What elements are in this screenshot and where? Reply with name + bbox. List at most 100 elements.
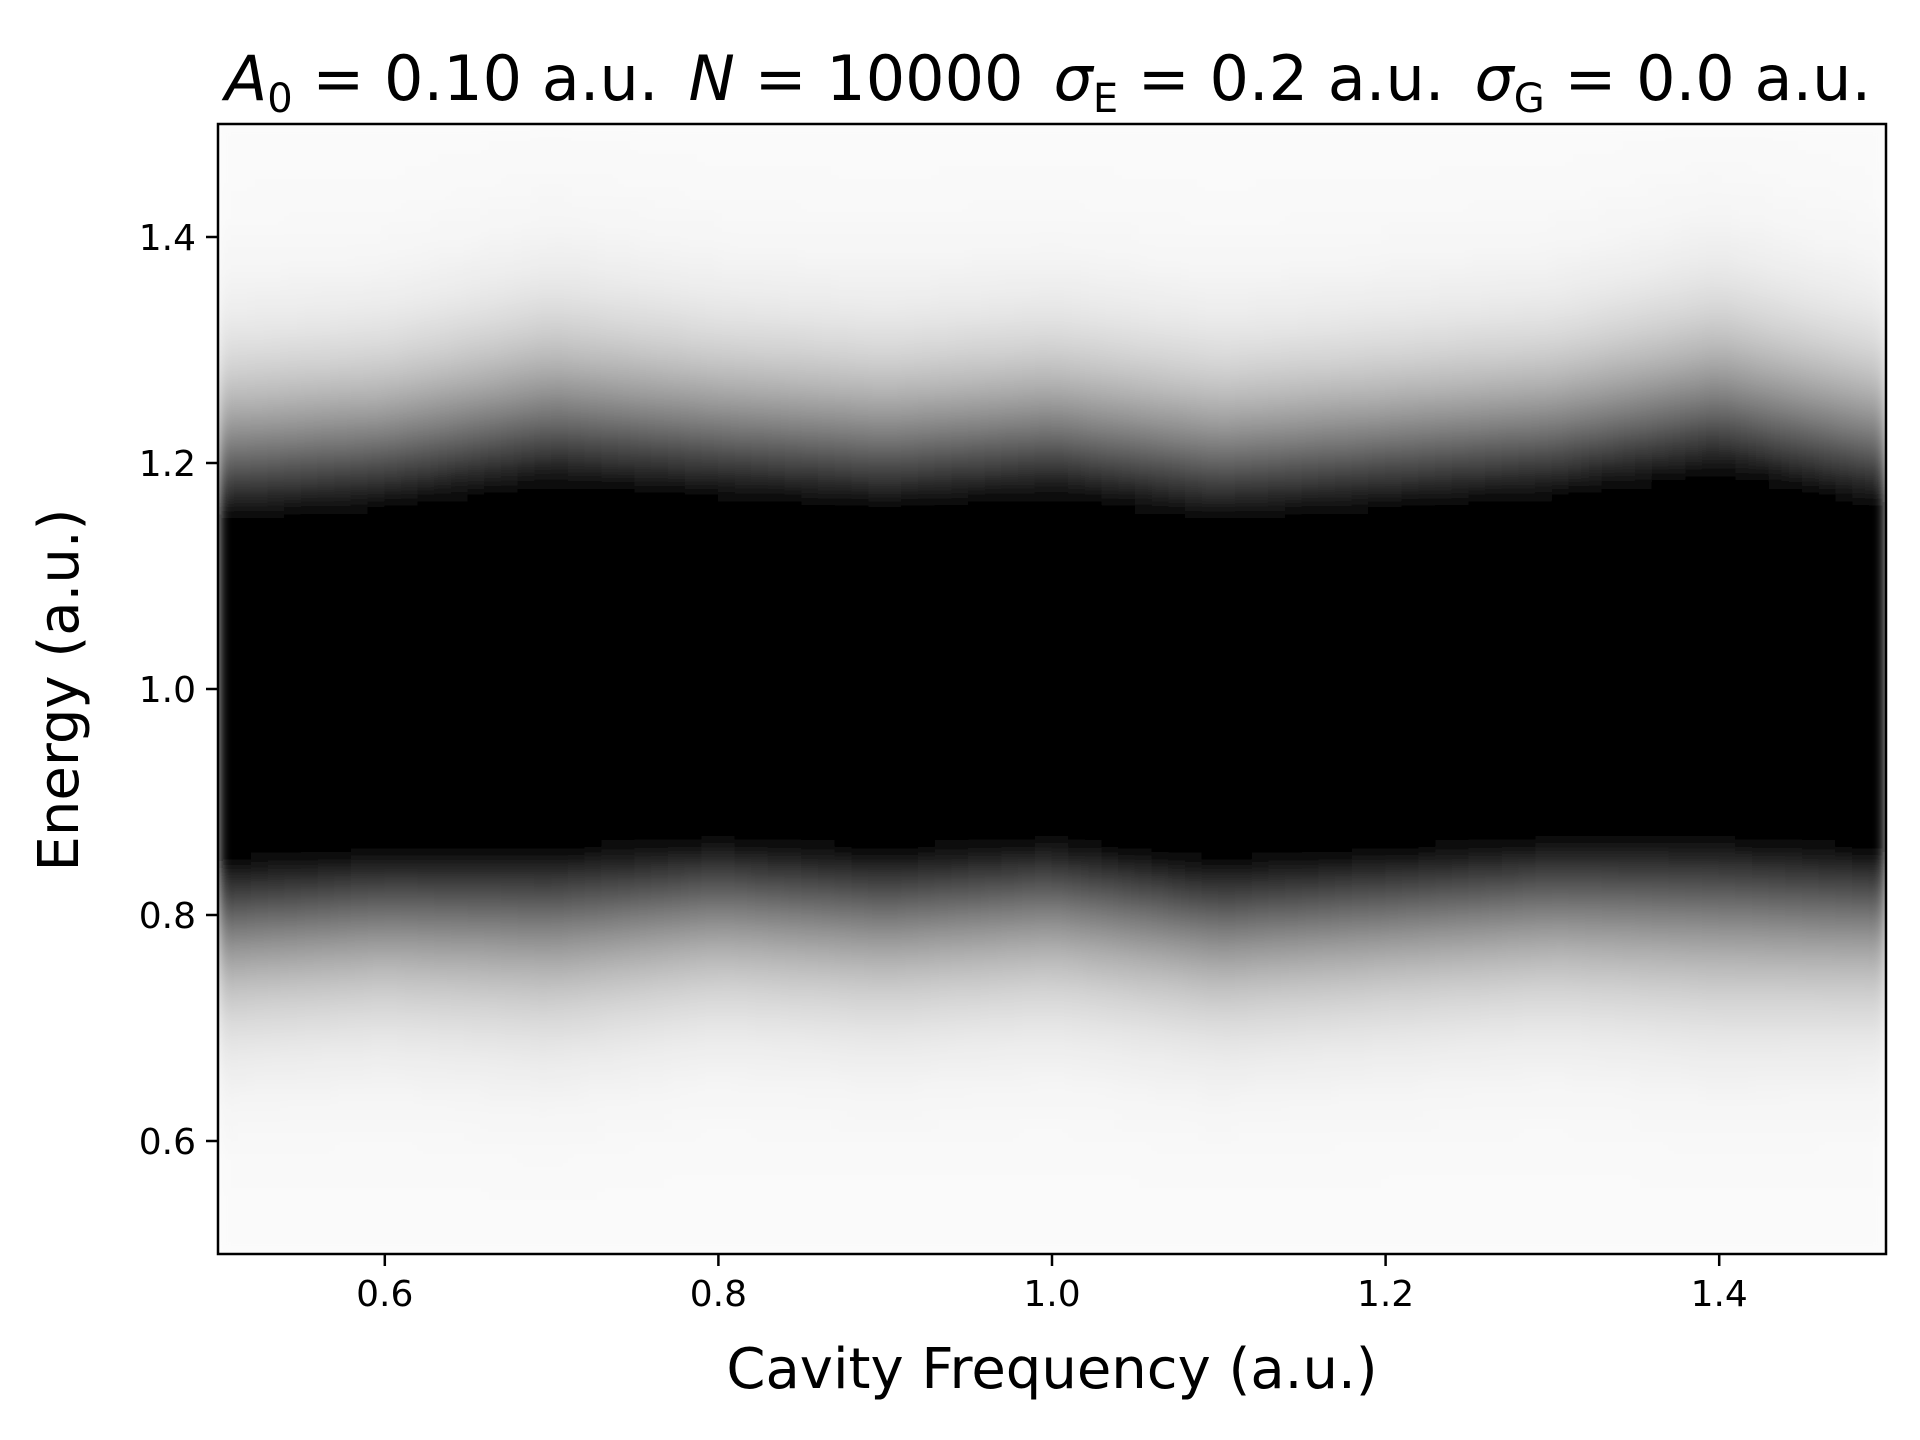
heatmap-cell <box>1018 1228 1036 1242</box>
heatmap-cell <box>517 562 536 577</box>
heatmap-cell <box>384 374 402 389</box>
heatmap-cell <box>601 914 619 929</box>
heatmap-cell <box>801 826 819 841</box>
heatmap-cell <box>784 148 803 163</box>
heatmap-cell <box>334 349 352 364</box>
heatmap-cell <box>667 1090 686 1104</box>
heatmap-cell <box>701 675 719 690</box>
heatmap-cell <box>601 1002 619 1016</box>
heatmap-cell <box>918 462 936 477</box>
heatmap-cell <box>451 525 469 539</box>
heatmap-cell <box>851 650 870 665</box>
heatmap-cell <box>717 638 736 652</box>
heatmap-cell <box>567 801 586 816</box>
heatmap-cell <box>651 1215 669 1230</box>
heatmap-cell <box>734 274 753 288</box>
heatmap-cell <box>834 726 853 740</box>
heatmap-cell <box>584 1215 603 1230</box>
heatmap-cell <box>868 1127 886 1142</box>
heatmap-cell <box>384 638 402 652</box>
heatmap-cell <box>1101 399 1120 414</box>
heatmap-cell <box>434 148 453 163</box>
heatmap-cell <box>400 776 419 790</box>
heatmap-cell <box>601 1115 619 1129</box>
heatmap-cell <box>918 399 936 414</box>
heatmap-cell <box>701 588 719 602</box>
heatmap-cell <box>451 349 469 364</box>
heatmap-cell <box>951 198 970 213</box>
heatmap-cell <box>1068 939 1086 954</box>
heatmap-cell <box>1034 475 1053 489</box>
heatmap-cell <box>984 1077 1003 1092</box>
heatmap-cell <box>267 663 286 677</box>
heatmap-cell <box>901 374 920 389</box>
heatmap-cell <box>934 776 953 790</box>
heatmap-cell <box>767 475 786 489</box>
heatmap-cell <box>934 211 953 225</box>
heatmap-cell <box>534 1115 553 1129</box>
heatmap-cell <box>817 1077 836 1092</box>
heatmap-cell <box>1018 1165 1036 1180</box>
heatmap-cell <box>1018 249 1036 263</box>
heatmap-cell <box>684 1190 703 1205</box>
heatmap-cell <box>417 788 436 803</box>
heatmap-cell <box>250 713 269 728</box>
heatmap-cell <box>234 1190 252 1205</box>
heatmap-cell <box>1001 148 1020 163</box>
heatmap-cell <box>501 349 519 364</box>
heatmap-cell <box>918 198 936 213</box>
heatmap-cell <box>434 701 453 715</box>
heatmap-cell <box>601 625 619 640</box>
heatmap-cell <box>1068 261 1086 276</box>
heatmap-cell <box>817 701 836 715</box>
heatmap-cell <box>484 1027 503 1042</box>
heatmap-cell <box>250 588 269 602</box>
heatmap-cell <box>1001 876 1020 891</box>
heatmap-cell <box>1034 675 1053 690</box>
heatmap-cell <box>801 562 819 577</box>
heatmap-cell <box>284 1228 302 1242</box>
heatmap-cell <box>634 223 653 238</box>
heatmap-cell <box>751 1203 769 1217</box>
heatmap-cell <box>601 1228 619 1242</box>
heatmap-cell <box>234 249 252 263</box>
heatmap-cell <box>851 826 870 841</box>
heatmap-cell <box>1118 1203 1136 1217</box>
heatmap-cell <box>501 575 519 590</box>
heatmap-cell <box>751 788 769 803</box>
heatmap-cell <box>218 1040 236 1054</box>
heatmap-cell <box>701 198 719 213</box>
heatmap-cell <box>617 726 636 740</box>
heatmap-cell <box>951 1052 970 1067</box>
heatmap-cell <box>984 211 1003 225</box>
heatmap-cell <box>884 500 903 514</box>
heatmap-cell <box>751 525 769 539</box>
heatmap-cell <box>934 148 953 163</box>
heatmap-cell <box>684 1014 703 1029</box>
heatmap-cell <box>834 336 853 351</box>
heatmap-cell <box>1034 1090 1053 1104</box>
heatmap-cell <box>934 1040 953 1054</box>
heatmap-cell <box>1101 412 1120 426</box>
heatmap-cell <box>534 1002 553 1016</box>
heatmap-cell <box>451 374 469 389</box>
heatmap-cell <box>784 1165 803 1180</box>
heatmap-cell <box>1068 801 1086 816</box>
heatmap-cell <box>334 751 352 765</box>
heatmap-cell <box>551 299 569 313</box>
heatmap-cell <box>1101 763 1120 778</box>
heatmap-cell <box>684 198 703 213</box>
heatmap-cell <box>1101 826 1120 841</box>
heatmap-cell <box>417 939 436 954</box>
heatmap-cell <box>234 814 252 828</box>
heatmap-cell <box>751 1190 769 1205</box>
heatmap-cell <box>918 1002 936 1016</box>
heatmap-cell <box>968 537 986 552</box>
heatmap-cell <box>400 688 419 703</box>
heatmap-cell <box>1068 1165 1086 1180</box>
heatmap-cell <box>250 537 269 552</box>
heatmap-cell <box>1134 876 1153 891</box>
heatmap-cell <box>284 763 302 778</box>
heatmap-cell <box>1101 613 1120 627</box>
heatmap-cell <box>284 487 302 502</box>
